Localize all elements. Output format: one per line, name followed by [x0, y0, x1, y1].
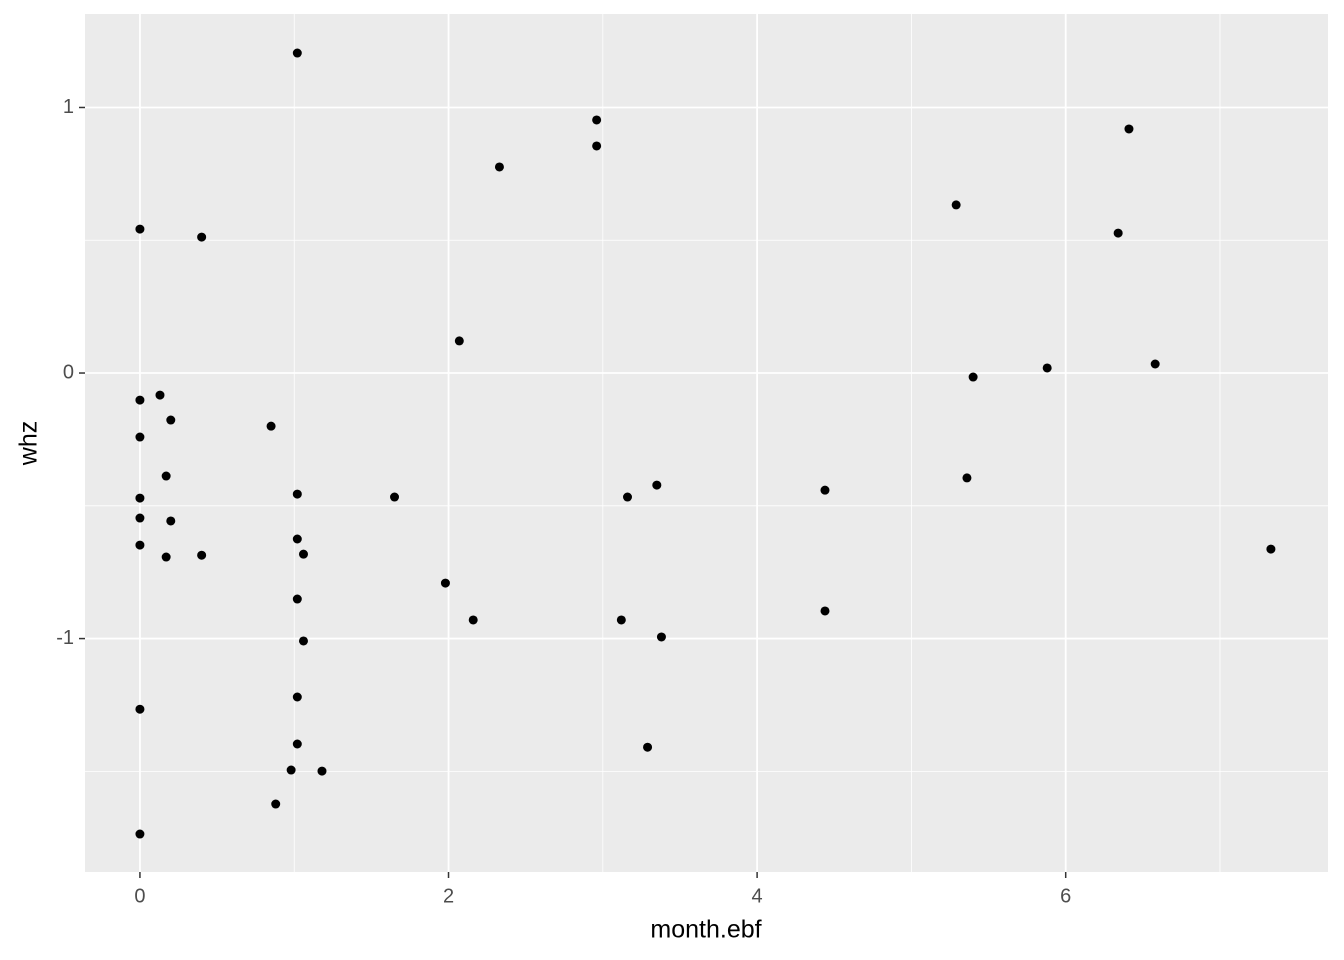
point — [820, 606, 830, 616]
point — [292, 534, 302, 544]
y-axis-label: whz — [15, 421, 43, 466]
point — [1042, 363, 1052, 373]
points — [135, 48, 1276, 839]
grid — [85, 14, 1328, 872]
point — [292, 594, 302, 604]
point — [1124, 124, 1134, 134]
point — [317, 766, 327, 776]
point — [197, 232, 207, 242]
y-tick-label: 1 — [63, 96, 74, 118]
point — [166, 516, 176, 526]
point — [592, 141, 602, 151]
point — [616, 615, 626, 625]
point — [135, 395, 145, 405]
point — [197, 550, 207, 560]
point — [135, 829, 145, 839]
point — [292, 739, 302, 749]
point — [161, 471, 171, 481]
point — [951, 200, 961, 210]
point — [468, 615, 478, 625]
point — [292, 489, 302, 499]
point — [298, 636, 308, 646]
point — [652, 480, 662, 490]
point — [266, 421, 276, 431]
point — [135, 704, 145, 714]
x-axis-label: month.ebf — [650, 916, 761, 944]
point — [1266, 544, 1276, 554]
point — [962, 473, 972, 483]
point — [298, 549, 308, 559]
point — [494, 162, 504, 172]
point — [592, 115, 602, 125]
point — [286, 765, 296, 775]
y-tick-label: -1 — [56, 627, 74, 649]
point — [390, 492, 400, 502]
point — [454, 336, 464, 346]
x-tick-label: 4 — [752, 885, 763, 907]
x-tick-label: 2 — [443, 885, 454, 907]
point — [820, 485, 830, 495]
point — [135, 432, 145, 442]
point — [135, 224, 145, 234]
y-tick-label: 0 — [63, 361, 74, 383]
plot-panel — [85, 14, 1328, 872]
point — [292, 692, 302, 702]
point — [643, 742, 653, 752]
point — [135, 493, 145, 503]
point — [135, 513, 145, 523]
point — [968, 372, 978, 382]
point — [161, 552, 171, 562]
point — [1150, 359, 1160, 369]
point — [135, 540, 145, 550]
x-tick-label: 0 — [134, 885, 145, 907]
x-tick-label: 6 — [1060, 885, 1071, 907]
point — [166, 415, 176, 425]
point — [656, 632, 666, 642]
point — [292, 48, 302, 58]
point — [440, 578, 450, 588]
point — [623, 492, 633, 502]
point — [271, 799, 281, 809]
point — [1113, 228, 1123, 238]
point — [155, 390, 165, 400]
